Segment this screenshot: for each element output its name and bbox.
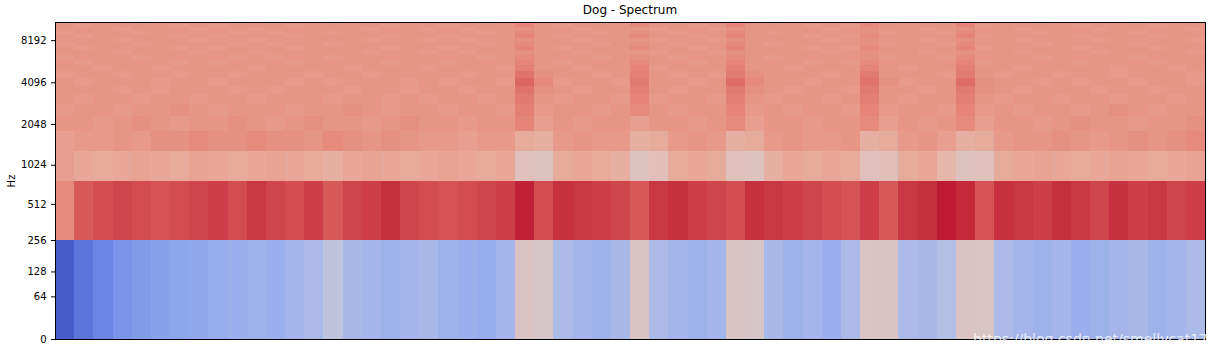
html-text:Dog - Spectrum: Dog - Spectrum [582,3,678,17]
svg-text:4096: 4096 [21,77,46,88]
svg-text:1024: 1024 [21,159,46,170]
svg-text:128: 128 [27,266,46,277]
html-text:https://blog.csdn.net/smellyca: https://blog.csdn.net/smellycat17 [973,331,1208,347]
svg-text:0: 0 [40,334,46,345]
svg-text:Hz: Hz [6,175,17,188]
svg-text:2048: 2048 [21,119,46,130]
svg-text:256: 256 [27,235,46,246]
svg-text:64: 64 [34,291,47,302]
svg-text:512: 512 [27,199,46,210]
svg-text:8192: 8192 [21,35,46,46]
